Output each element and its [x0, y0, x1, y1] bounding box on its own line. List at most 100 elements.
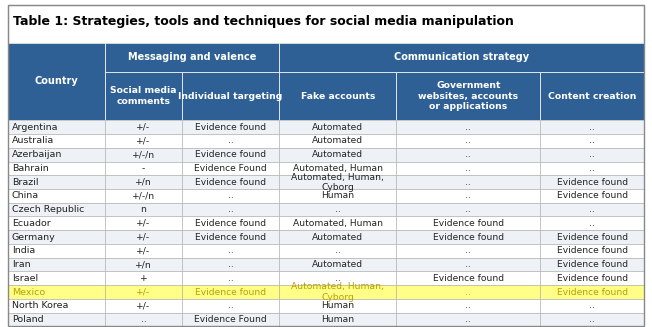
Bar — [541, 134, 644, 148]
Text: Evidence found: Evidence found — [433, 232, 504, 242]
Text: +: + — [140, 274, 147, 283]
Text: Australia: Australia — [12, 136, 54, 146]
Bar — [279, 244, 396, 258]
Bar — [182, 244, 279, 258]
Text: Evidence found: Evidence found — [195, 219, 266, 228]
Text: Country: Country — [35, 77, 78, 86]
Bar — [8, 5, 644, 43]
Text: Brazil: Brazil — [12, 178, 38, 187]
Bar — [396, 203, 541, 216]
Bar — [396, 134, 541, 148]
Bar — [105, 285, 182, 299]
Bar — [8, 230, 105, 244]
Bar — [105, 162, 182, 175]
Text: Evidence found: Evidence found — [195, 287, 266, 297]
Text: Automated, Human: Automated, Human — [293, 219, 383, 228]
Text: +/-: +/- — [136, 219, 151, 228]
Text: Government
websites, accounts
or applications: Government websites, accounts or applica… — [419, 81, 518, 111]
Text: Poland: Poland — [12, 315, 44, 324]
Text: ..: .. — [228, 136, 233, 146]
Text: Automated: Automated — [312, 136, 363, 146]
Text: ..: .. — [228, 301, 233, 310]
Text: ..: .. — [466, 164, 471, 173]
Text: ..: .. — [228, 274, 233, 283]
Bar — [279, 43, 644, 72]
Bar — [8, 313, 105, 326]
Text: Bahrain: Bahrain — [12, 164, 48, 173]
Text: ..: .. — [589, 136, 595, 146]
Bar — [182, 175, 279, 189]
Text: Czech Republic: Czech Republic — [12, 205, 84, 214]
Text: Ecuador: Ecuador — [12, 219, 50, 228]
Bar — [541, 72, 644, 120]
Text: ..: .. — [466, 178, 471, 187]
Bar — [182, 285, 279, 299]
Bar — [182, 72, 279, 120]
Bar — [541, 216, 644, 230]
Bar — [279, 216, 396, 230]
Text: Automated, Human: Automated, Human — [293, 164, 383, 173]
Bar — [279, 203, 396, 216]
Text: Evidence found: Evidence found — [195, 123, 266, 132]
Bar — [8, 258, 105, 271]
Text: n: n — [141, 205, 147, 214]
Bar — [8, 285, 105, 299]
Text: Fake accounts: Fake accounts — [301, 92, 375, 101]
Bar — [182, 189, 279, 203]
Bar — [182, 120, 279, 134]
Bar — [105, 203, 182, 216]
Bar — [541, 175, 644, 189]
Bar — [182, 203, 279, 216]
Bar — [105, 148, 182, 162]
Text: ..: .. — [589, 219, 595, 228]
Bar — [541, 244, 644, 258]
Text: Evidence found: Evidence found — [195, 150, 266, 159]
Text: Evidence found: Evidence found — [433, 219, 504, 228]
Text: ..: .. — [589, 301, 595, 310]
Text: Table 1: Strategies, tools and techniques for social media manipulation: Table 1: Strategies, tools and technique… — [13, 15, 514, 28]
Bar — [105, 299, 182, 313]
Text: ..: .. — [589, 205, 595, 214]
Bar — [105, 313, 182, 326]
Bar — [396, 230, 541, 244]
Text: ..: .. — [335, 205, 340, 214]
Text: Automated: Automated — [312, 123, 363, 132]
Bar — [182, 299, 279, 313]
Bar — [541, 313, 644, 326]
Text: ..: .. — [466, 123, 471, 132]
Text: ..: .. — [466, 205, 471, 214]
Bar — [279, 148, 396, 162]
Bar — [279, 313, 396, 326]
Text: Evidence found: Evidence found — [195, 178, 266, 187]
Text: ..: .. — [228, 205, 233, 214]
Text: Human: Human — [321, 191, 354, 200]
Bar — [105, 134, 182, 148]
Text: Human: Human — [321, 315, 354, 324]
Bar — [105, 258, 182, 271]
Bar — [105, 244, 182, 258]
Bar — [279, 134, 396, 148]
Text: North Korea: North Korea — [12, 301, 68, 310]
Text: Israel: Israel — [12, 274, 38, 283]
Text: Communication strategy: Communication strategy — [394, 52, 529, 62]
Bar — [396, 72, 541, 120]
Bar — [182, 216, 279, 230]
Bar — [541, 148, 644, 162]
Text: ..: .. — [466, 246, 471, 255]
Bar — [541, 271, 644, 285]
Bar — [279, 285, 396, 299]
Bar — [182, 271, 279, 285]
Text: Human: Human — [321, 301, 354, 310]
Text: Automated: Automated — [312, 232, 363, 242]
Bar — [279, 120, 396, 134]
Bar — [8, 189, 105, 203]
Text: Automated: Automated — [312, 260, 363, 269]
Text: +/-: +/- — [136, 301, 151, 310]
Bar — [396, 148, 541, 162]
Text: Evidence found: Evidence found — [557, 191, 628, 200]
Text: Evidence found: Evidence found — [557, 178, 628, 187]
Bar — [105, 175, 182, 189]
Bar — [396, 162, 541, 175]
Text: ..: .. — [228, 191, 233, 200]
Text: Evidence Found: Evidence Found — [194, 315, 267, 324]
